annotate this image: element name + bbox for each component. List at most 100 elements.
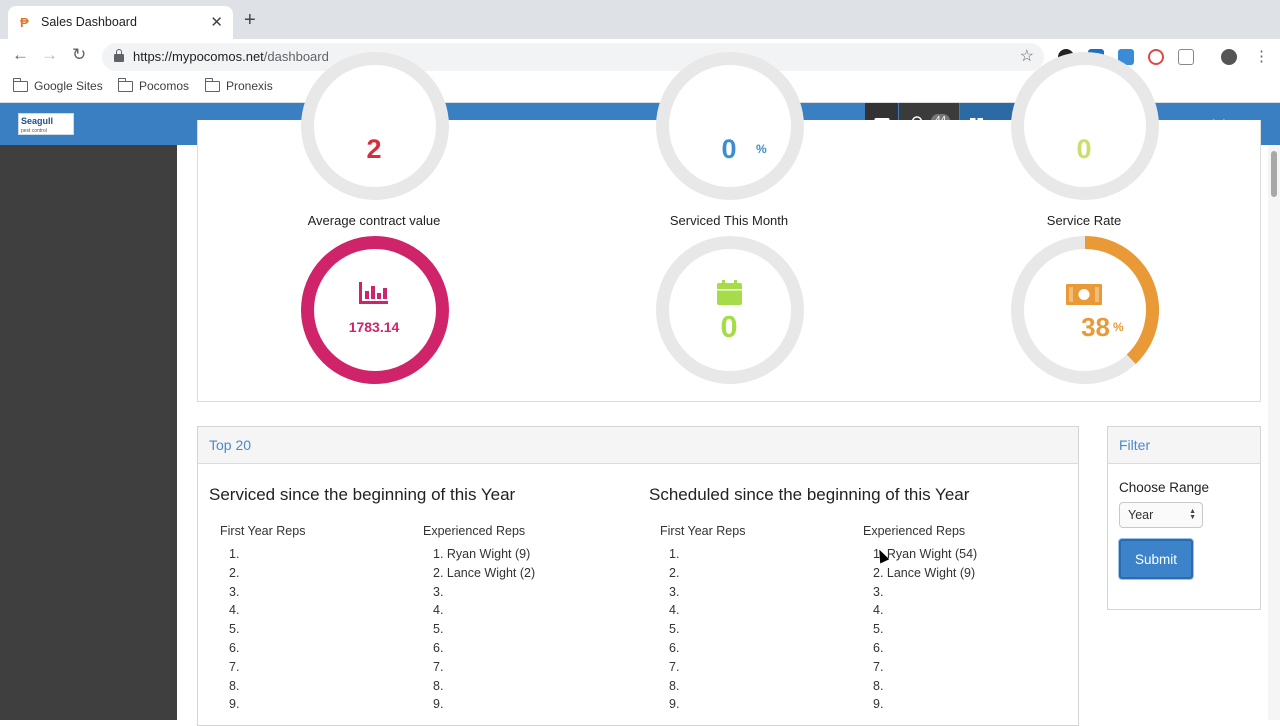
reload-icon[interactable]: ↻ [72,45,87,64]
list-item: 3. [669,584,680,599]
bar-chart-icon [359,282,388,304]
list-item: 1. [669,547,680,561]
list-item: 7. [669,659,680,674]
list-item: 3. [229,584,240,599]
profile-avatar[interactable] [1221,49,1237,65]
serviced-heading: Serviced since the beginning of this Yea… [209,485,516,504]
range-select[interactable]: Year ▲ ▼ [1119,502,1203,528]
top20-panel: Top 20 [197,426,1079,726]
stat-label: Average contract value [307,213,441,228]
list-item: 4. [669,603,680,618]
list-item: 2. Lance Wight (2) [433,565,536,580]
select-arrows-icon: ▲ ▼ [1189,508,1196,521]
page-scrollbar[interactable] [1268,145,1280,720]
list-item: 6. [669,640,680,655]
stats-panel: 2 0 % 0 Average contract value Serviced … [197,52,1261,402]
stat-label: Serviced This Month [669,213,789,228]
stat-ring [1011,52,1159,200]
choose-range-label: Choose Range [1119,480,1210,495]
scheduled-experienced-header: Experienced Reps [863,524,966,538]
list-item: 8. [229,678,240,693]
scrollbar-thumb[interactable] [1271,151,1277,197]
list-item: 9. [433,697,444,712]
bookmark-star-icon[interactable]: ☆ [1019,48,1034,65]
list-item: 1. Ryan Wight (9) [433,547,531,561]
forward-icon[interactable]: → [41,45,58,64]
folder-icon [204,77,220,92]
browser-menu-icon[interactable]: ⋮ [1254,48,1269,65]
list-item: 6. [873,640,884,655]
stat-value: 0 [1076,134,1092,164]
list-item: 9. [873,697,884,712]
scheduled-first-year-header: First Year Reps [660,524,746,538]
list-item: 9. [669,697,680,712]
submit-button[interactable]: Submit [1119,539,1193,579]
bookmark-pocomos[interactable]: Pocomos [117,77,189,93]
stat-unit: % [1113,320,1124,334]
new-tab-icon[interactable]: + [244,9,256,31]
folder-icon [12,77,28,92]
blocker-extension-icon[interactable] [1148,49,1164,65]
browser-tabstrip: ₱ Sales Dashboard ✕ + [0,0,1280,39]
list-item: 7. [433,659,444,674]
scheduled-heading: Scheduled since the beginning of this Ye… [649,485,970,504]
list-item: 1. [229,547,240,561]
clipboard-extension-icon[interactable] [1178,49,1194,65]
scheduled-first-year-list: 1. 2. 3. 4. 5. 6. 7. 8. 9. [669,545,679,714]
serviced-experienced-header: Experienced Reps [423,524,526,538]
list-item: 5. [669,622,680,637]
stat-value: 0 [721,134,737,164]
serviced-experienced-list: 1. Ryan Wight (9) 2. Lance Wight (2) 3. … [433,545,535,714]
stat-value-serviced: 0 [720,309,738,344]
list-item: 3. [433,584,444,599]
list-item: 2. [669,565,680,580]
stat-unit: % [756,142,767,156]
tab-title: Sales Dashboard [41,15,137,29]
top20-title: Top 20 [198,427,1078,464]
stat-ring [301,52,449,200]
list-item: 9. [229,697,240,712]
list-item: 5. [433,622,444,637]
stat-label: Service Rate [1046,213,1122,228]
bookmark-pronexis[interactable]: Pronexis [204,77,273,93]
list-item: 6. [229,640,240,655]
stat-value-contract: 1783.14 [348,319,400,335]
list-item: 7. [229,659,240,674]
stat-value-service-rate: 38 [1081,312,1110,342]
list-item: 4. [433,603,444,618]
sidebar [0,145,177,720]
list-item: 8. [669,678,680,693]
site-favicon-icon: ₱ [20,15,29,30]
list-item: 4. [229,603,240,618]
serviced-first-year-list: 1. 2. 3. 4. 5. 6. 7. 8. 9. [229,545,239,714]
stat-ring-serviced [656,236,804,384]
scheduled-experienced-list: 1. Ryan Wight (54) 2. Lance Wight (9) 3.… [873,545,977,714]
company-logo[interactable]: Seagull pest control [18,113,74,135]
list-item: 2. Lance Wight (9) [873,565,976,580]
url-text[interactable]: https://mypocomos.net/dashboard [133,49,329,64]
list-item: 8. [433,678,444,693]
range-select-value: Year [1128,508,1154,522]
folder-icon [117,77,133,92]
stat-ring [656,52,804,200]
tab-close-icon[interactable]: ✕ [210,14,223,31]
bookmark-google-sites[interactable]: Google Sites [12,77,103,93]
list-item: 6. [433,640,444,655]
list-item: 7. [873,659,884,674]
serviced-first-year-header: First Year Reps [220,524,306,538]
stat-ring-contract-value [301,236,449,384]
list-item: 5. [229,622,240,637]
list-item: 2. [229,565,240,580]
address-bar[interactable]: https://mypocomos.net/dashboard ☆ [102,43,1044,71]
list-item: 3. [873,584,884,599]
stat-value: 2 [366,134,382,164]
money-icon [1066,284,1102,305]
list-item: 4. [873,603,884,618]
calendar-icon [717,280,742,305]
back-icon[interactable]: ← [12,45,29,64]
browser-tab[interactable]: ₱ Sales Dashboard ✕ [8,6,233,39]
filter-title: Filter [1108,427,1260,464]
service-rate-progress-arc [1084,236,1159,364]
list-item: 5. [873,622,884,637]
lock-icon [114,49,124,62]
